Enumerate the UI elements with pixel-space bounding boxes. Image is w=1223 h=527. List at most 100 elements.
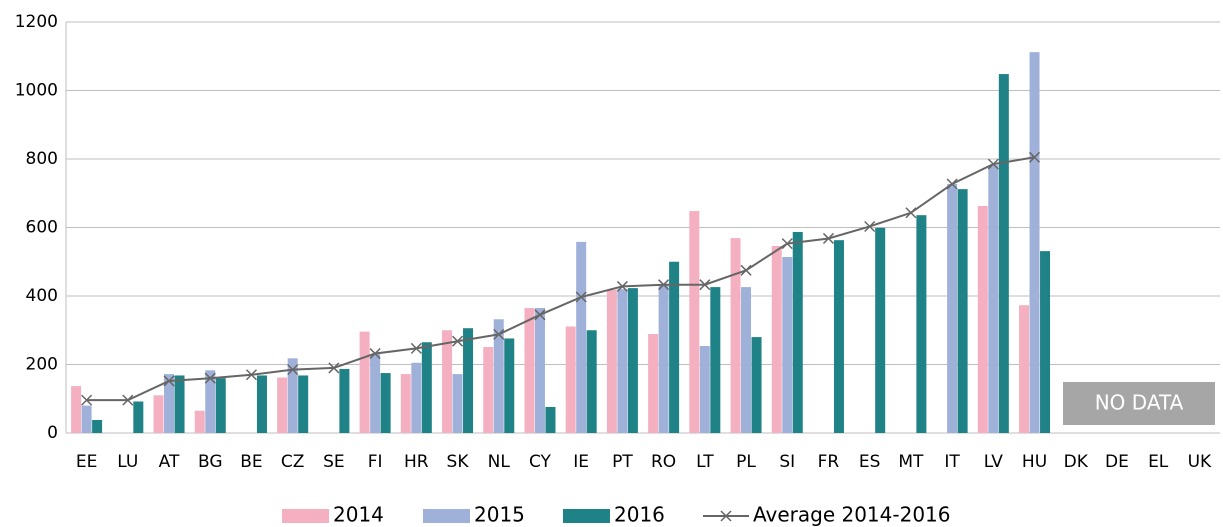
bar — [947, 184, 958, 433]
bar — [576, 241, 587, 433]
bar — [545, 406, 556, 433]
bar — [463, 328, 474, 433]
y-tick-label: 200 — [26, 355, 58, 375]
x-tick-label: CZ — [281, 452, 305, 472]
line-marker — [369, 348, 381, 360]
bar — [833, 240, 844, 433]
bar — [215, 378, 226, 433]
bar — [452, 374, 463, 433]
legend-swatch — [563, 509, 610, 523]
line-marker — [616, 280, 628, 292]
legend-label: 2016 — [614, 503, 665, 527]
line-marker — [245, 369, 257, 381]
x-tick-label: IE — [573, 452, 589, 472]
line-marker — [204, 372, 216, 384]
x-tick-label: BG — [198, 452, 223, 472]
line-marker — [534, 309, 546, 321]
plot: 0 200 400 600 800 1000 1200 EE LU AT BG BE CZ SE FI HR S… — [15, 12, 1220, 527]
x-tick-label: SK — [447, 452, 470, 472]
bar — [153, 395, 164, 433]
x-tick-label: HR — [404, 452, 429, 472]
bar — [658, 285, 669, 433]
line-marker — [1029, 151, 1041, 163]
bar — [400, 374, 411, 433]
line-marker — [822, 232, 834, 244]
y-tick-label: 1000 — [15, 81, 58, 101]
line-marker — [163, 375, 175, 387]
bar — [256, 375, 267, 433]
y-tick-label: 0 — [47, 423, 58, 443]
line-marker — [452, 335, 464, 347]
x-tick-label: HU — [1022, 452, 1047, 472]
line-marker — [699, 279, 711, 291]
x-tick-label: DE — [1105, 452, 1129, 472]
x-tick-label: MT — [898, 452, 924, 472]
y-tick-label: 1200 — [15, 12, 58, 32]
x-tick-label: PT — [612, 452, 633, 472]
line-marker — [410, 342, 422, 354]
bar — [998, 74, 1009, 433]
line-marker — [905, 207, 917, 219]
bar — [875, 227, 886, 433]
bar — [977, 205, 988, 433]
legend-label: Average 2014-2016 — [753, 503, 951, 527]
bar — [421, 342, 432, 433]
x-tick-label: NL — [488, 452, 511, 472]
bar — [205, 370, 216, 433]
bar — [442, 330, 453, 433]
x-tick-label: CY — [529, 452, 552, 472]
line-marker — [493, 328, 505, 340]
bar — [493, 319, 504, 433]
line-marker — [864, 220, 876, 233]
y-tick-label: 800 — [26, 149, 58, 169]
bar — [730, 238, 741, 433]
x-tick-label: DK — [1064, 452, 1089, 472]
bar — [741, 287, 752, 433]
y-tick-label: 600 — [26, 218, 58, 238]
bar — [524, 307, 535, 433]
x-tick-label: PL — [736, 452, 756, 472]
bar — [565, 326, 576, 433]
bar — [782, 256, 793, 433]
bar — [194, 410, 205, 433]
bar — [617, 289, 628, 433]
bar — [287, 358, 298, 433]
line-marker — [575, 291, 587, 303]
line-marker — [781, 238, 793, 250]
bar — [648, 334, 659, 433]
legend-label: 2015 — [474, 503, 525, 527]
legend-swatch — [423, 509, 470, 523]
bar — [174, 375, 185, 433]
bar — [298, 375, 309, 433]
line-marker — [658, 279, 670, 291]
bar — [916, 215, 927, 433]
annotation: NO DATA — [1095, 391, 1184, 415]
bar — [988, 165, 999, 434]
bar — [339, 368, 350, 433]
legend-swatch — [282, 509, 329, 523]
bar — [710, 287, 721, 433]
x-tick-label: RO — [651, 452, 676, 472]
bar — [689, 211, 700, 433]
bar — [751, 337, 762, 433]
line-marker — [122, 394, 134, 406]
x-tick-label: EE — [76, 452, 97, 472]
bar — [92, 419, 103, 433]
x-tick-label: ES — [859, 452, 881, 472]
bar — [771, 245, 782, 433]
x-tick-label: EL — [1148, 452, 1169, 472]
no-data-box — [1063, 382, 1215, 425]
bar — [669, 261, 680, 433]
bar — [359, 331, 370, 433]
line-marker — [987, 158, 999, 170]
bar — [504, 338, 515, 433]
x-tick-label: IT — [944, 452, 960, 472]
bar — [1019, 305, 1030, 433]
line-marker — [740, 264, 752, 276]
bar — [380, 373, 391, 433]
bar — [792, 231, 803, 433]
x-tick-label: FR — [818, 452, 840, 472]
bar — [957, 189, 968, 433]
bar — [699, 346, 710, 433]
